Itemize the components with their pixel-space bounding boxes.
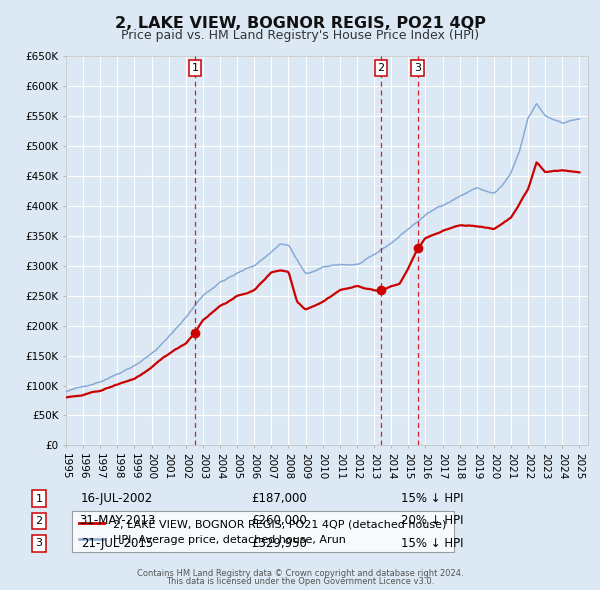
Text: 15% ↓ HPI: 15% ↓ HPI <box>401 492 463 505</box>
Text: £260,000: £260,000 <box>251 514 307 527</box>
Text: Price paid vs. HM Land Registry's House Price Index (HPI): Price paid vs. HM Land Registry's House … <box>121 30 479 42</box>
Text: 15% ↓ HPI: 15% ↓ HPI <box>401 537 463 550</box>
Text: 20% ↓ HPI: 20% ↓ HPI <box>401 514 463 527</box>
Text: 31-MAY-2013: 31-MAY-2013 <box>79 514 155 527</box>
Legend: 2, LAKE VIEW, BOGNOR REGIS, PO21 4QP (detached house), HPI: Average price, detac: 2, LAKE VIEW, BOGNOR REGIS, PO21 4QP (de… <box>71 512 454 552</box>
Text: This data is licensed under the Open Government Licence v3.0.: This data is licensed under the Open Gov… <box>166 578 434 586</box>
Text: £329,950: £329,950 <box>251 537 307 550</box>
Text: 21-JUL-2015: 21-JUL-2015 <box>81 537 153 550</box>
Text: 1: 1 <box>35 494 43 503</box>
Text: 2: 2 <box>377 63 385 73</box>
Text: 1: 1 <box>191 63 199 73</box>
Text: £187,000: £187,000 <box>251 492 307 505</box>
Text: 3: 3 <box>414 63 421 73</box>
Text: 16-JUL-2002: 16-JUL-2002 <box>81 492 153 505</box>
Text: 2, LAKE VIEW, BOGNOR REGIS, PO21 4QP: 2, LAKE VIEW, BOGNOR REGIS, PO21 4QP <box>115 16 485 31</box>
Text: Contains HM Land Registry data © Crown copyright and database right 2024.: Contains HM Land Registry data © Crown c… <box>137 569 463 578</box>
Text: 3: 3 <box>35 539 43 548</box>
Text: 2: 2 <box>35 516 43 526</box>
